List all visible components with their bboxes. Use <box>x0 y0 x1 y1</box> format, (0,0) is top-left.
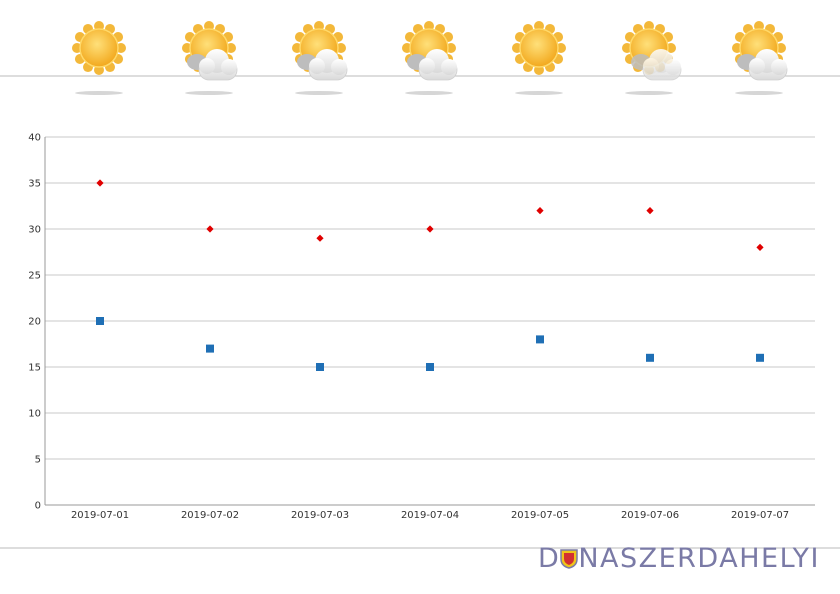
x-tick-label: 2019-07-05 <box>511 510 569 521</box>
series1-point <box>206 225 214 233</box>
x-tick-label: 2019-07-03 <box>291 510 349 521</box>
sun-cloud-icon <box>402 21 458 95</box>
x-tick-label: 2019-07-06 <box>621 510 679 521</box>
y-tick-label: 15 <box>28 363 41 374</box>
y-tick-label: 25 <box>28 271 41 282</box>
x-axis: 2019-07-01 2019-07-02 2019-07-03 2019-07-04… <box>71 510 789 521</box>
sun-icon <box>72 21 126 95</box>
series2-point <box>426 363 434 371</box>
series1-point <box>96 179 104 187</box>
y-tick-label: 30 <box>28 225 41 236</box>
series2-point <box>206 344 214 353</box>
series2-point <box>536 335 544 344</box>
sun-cloud-light-icon <box>622 21 682 95</box>
sun-icon <box>512 21 566 95</box>
series1-point <box>646 207 654 215</box>
series1-point <box>426 225 434 233</box>
x-tick-label: 2019-07-04 <box>401 510 459 521</box>
series2-point <box>756 353 764 362</box>
weather-icons-row <box>72 21 788 95</box>
series2-point <box>646 353 654 362</box>
series2-point <box>316 363 324 371</box>
sun-cloud-icon <box>292 21 348 95</box>
sun-cloud-icon <box>182 21 238 95</box>
grid-lines <box>45 136 815 506</box>
brand-letter-d: D <box>538 543 561 574</box>
y-tick-label: 10 <box>28 409 41 420</box>
y-tick-label: 35 <box>28 179 41 190</box>
x-tick-label: 2019-07-02 <box>181 510 239 521</box>
y-axis: 0 5 10 15 20 25 30 35 40 <box>28 133 46 512</box>
y-tick-label: 5 <box>35 455 41 466</box>
y-tick-label: 0 <box>35 501 41 512</box>
y-tick-label: 20 <box>28 317 41 328</box>
shield-icon <box>560 549 579 569</box>
brand-letters: NASZERDAHELYI <box>578 543 820 574</box>
brand-logo[interactable]: D NASZERDAHELYI <box>538 543 820 574</box>
sun-cloud-icon <box>732 21 788 95</box>
x-tick-label: 2019-07-07 <box>731 510 789 521</box>
series1-point <box>316 234 324 242</box>
x-tick-label: 2019-07-01 <box>71 510 129 521</box>
series1-point <box>756 243 764 251</box>
data-points <box>96 179 764 371</box>
y-tick-label: 40 <box>28 133 41 144</box>
series1-point <box>536 207 544 215</box>
series2-point <box>96 317 104 325</box>
